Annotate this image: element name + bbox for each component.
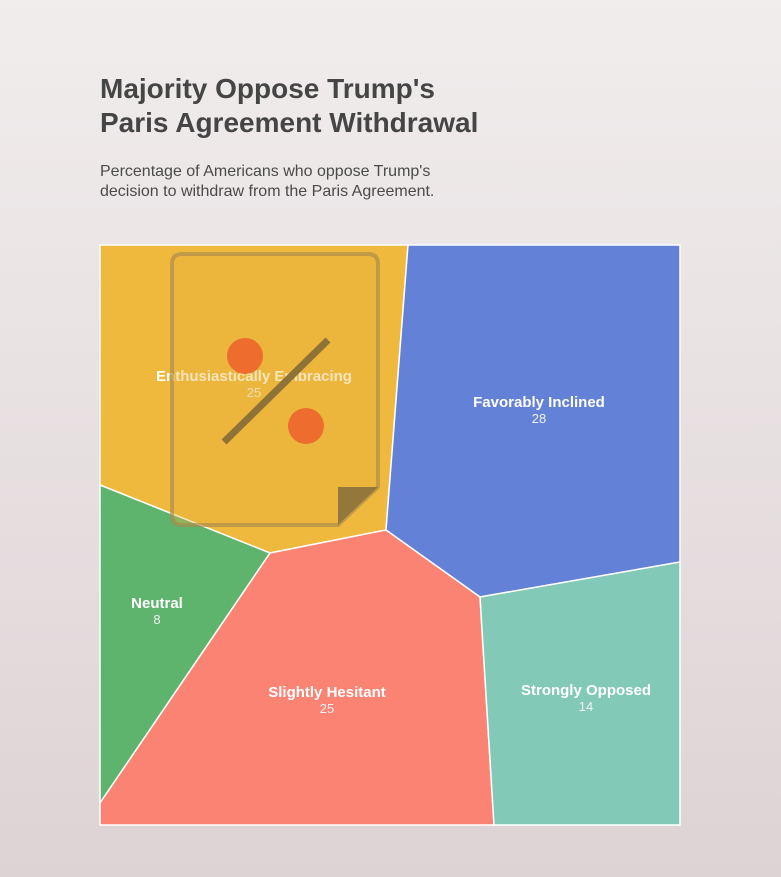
- cell-label-favorably-inclined: Favorably Inclined: [473, 394, 605, 411]
- cell-label-neutral: Neutral: [131, 595, 183, 612]
- chart-title: Majority Oppose Trump's Paris Agreement …: [100, 73, 479, 138]
- cell-strongly-opposed[interactable]: [479, 561, 681, 826]
- chart-subtitle: Percentage of Americans who oppose Trump…: [100, 163, 435, 200]
- cell-label-strongly-opposed: Strongly Opposed: [521, 682, 651, 699]
- cell-value-strongly-opposed: 14: [579, 699, 593, 714]
- cell-value-slightly-hesitant: 25: [320, 701, 334, 716]
- cell-label-slightly-hesitant: Slightly Hesitant: [268, 684, 386, 701]
- cell-value-favorably-inclined: 28: [532, 411, 546, 426]
- cell-label-enthusiastically-embracing: Enthusiastically Embracing: [156, 368, 352, 385]
- cell-value-enthusiastically-embracing: 25: [247, 385, 261, 400]
- percent-document-icon: [170, 252, 380, 527]
- cell-value-neutral: 8: [153, 612, 160, 627]
